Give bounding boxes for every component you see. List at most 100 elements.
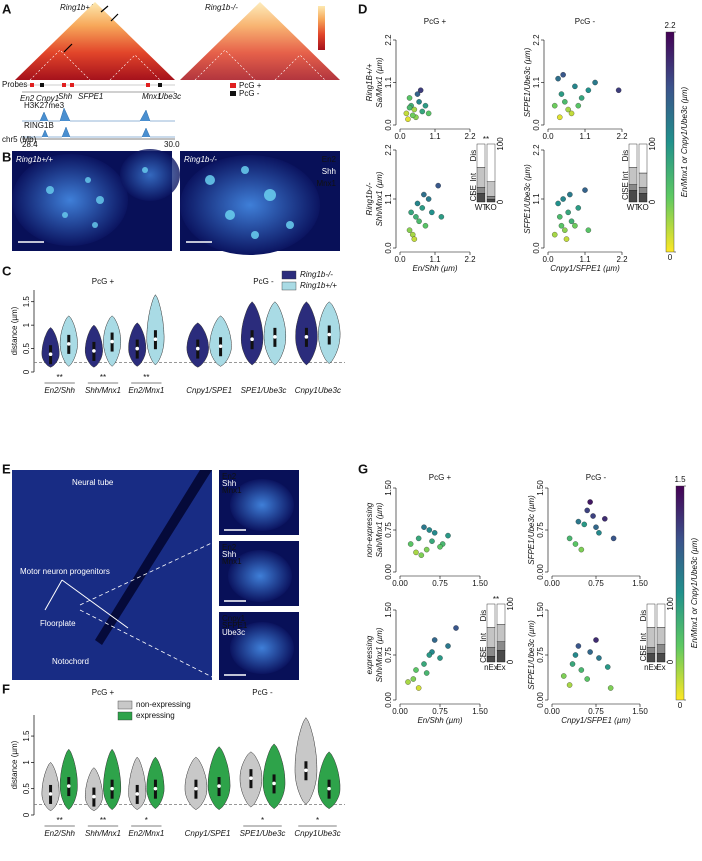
gene-label: Shh xyxy=(58,92,73,101)
point xyxy=(572,652,579,658)
group-title: PcG + xyxy=(92,277,115,286)
inset-category-label: Int xyxy=(639,632,648,642)
significance: ** xyxy=(57,373,63,382)
point xyxy=(406,95,413,101)
point xyxy=(405,679,411,685)
chromocenters xyxy=(46,167,148,228)
y-tick-label: 0.0 xyxy=(384,242,393,254)
point xyxy=(563,236,570,242)
legend-swatch xyxy=(230,91,236,96)
point xyxy=(453,625,459,631)
point xyxy=(558,222,565,229)
inset-group-label: nEx xyxy=(644,663,658,672)
point xyxy=(562,227,568,233)
point xyxy=(423,546,430,553)
panel-b: Ring1b+/+ Ring1b-/- En2 Shh Mnx1 xyxy=(12,149,340,255)
inset-group-label: KO xyxy=(637,203,649,212)
median xyxy=(153,337,158,342)
x-tick-label: Shh/Mnx1 xyxy=(85,829,121,838)
significance: * xyxy=(145,816,148,825)
inset-category-label: Int xyxy=(479,632,488,642)
column-title: PcG + xyxy=(429,473,452,482)
x-tick-label: 0.00 xyxy=(392,707,408,716)
colorbar-tick-label: 0 xyxy=(668,253,673,262)
point xyxy=(419,108,426,115)
y-tick-label: 2.2 xyxy=(532,34,541,46)
point xyxy=(566,682,573,688)
median xyxy=(135,346,140,351)
stacked-bar xyxy=(486,143,496,182)
point xyxy=(557,214,563,220)
median xyxy=(153,786,158,791)
point xyxy=(596,530,602,536)
inset-category-label: Cl xyxy=(469,194,478,202)
point xyxy=(560,673,567,679)
inset-category-label: SE xyxy=(621,182,630,193)
point xyxy=(429,209,435,216)
x-tick-label: 0.75 xyxy=(588,707,604,716)
point xyxy=(416,99,422,105)
point xyxy=(572,83,578,90)
median xyxy=(92,349,96,353)
point xyxy=(426,527,433,533)
column-title: PcG + xyxy=(424,17,447,26)
x-tick-label: En2/Shh xyxy=(44,829,75,838)
legend-label: Ring1b+/+ xyxy=(300,281,337,290)
median xyxy=(92,794,96,799)
row-label: expressing xyxy=(365,635,374,674)
x-tick-label: 1.50 xyxy=(632,579,648,588)
significance: ** xyxy=(143,373,149,382)
pointer xyxy=(61,579,129,629)
median xyxy=(66,784,71,788)
x-axis-label: Cnpy1/SFPE1 (µm) xyxy=(550,264,620,273)
region-label: Notochord xyxy=(52,657,89,666)
stacked-bar xyxy=(496,641,506,651)
panel-label: A xyxy=(2,1,12,16)
point xyxy=(421,661,427,667)
y-tick-label: 2.2 xyxy=(384,34,393,46)
y-tick-label: 0.00 xyxy=(536,692,545,708)
point xyxy=(408,209,414,216)
median xyxy=(218,344,223,349)
point xyxy=(551,102,558,109)
legend-swatch xyxy=(117,711,133,721)
channel-label: En2 xyxy=(222,543,237,552)
point xyxy=(575,205,582,211)
x-tick-label: 1.1 xyxy=(429,132,441,141)
condition-label: Ring1b+/+ xyxy=(16,155,53,164)
x-tick-label: Cnpy1Ube3c xyxy=(294,829,340,838)
point xyxy=(431,637,438,643)
point xyxy=(584,507,590,514)
stacked-bar xyxy=(656,627,666,645)
inset-category-label: Cl xyxy=(479,655,488,663)
point xyxy=(406,227,413,233)
median xyxy=(327,786,331,791)
point xyxy=(569,661,576,667)
x-tick-label: 1.1 xyxy=(579,255,591,264)
nucleus xyxy=(120,149,180,201)
legend-swatch xyxy=(281,281,297,291)
median xyxy=(66,342,71,346)
x-axis-label: En/Shh (µm) xyxy=(412,264,457,273)
inset-category-label: SE xyxy=(639,645,648,656)
x-axis-label: En/Shh (µm) xyxy=(417,716,462,725)
median xyxy=(217,784,221,788)
colorbar-tick-label: 0 xyxy=(678,701,683,710)
inset-group-label: Ex xyxy=(496,663,505,672)
stacked-bar xyxy=(486,603,496,628)
row-label: Ring1B+/+ xyxy=(365,63,374,101)
y-tick-label: 0.5 xyxy=(22,783,31,795)
point xyxy=(587,499,593,505)
legend-swatch xyxy=(281,270,297,280)
point xyxy=(414,91,421,97)
y-axis-label: SFPE1/Ube3c (µm) xyxy=(527,495,536,565)
y-tick-label: 0.75 xyxy=(536,522,545,538)
stacked-bar xyxy=(656,644,666,654)
stacked-bar xyxy=(476,187,486,194)
x-tick-label: 1.50 xyxy=(472,707,488,716)
stacked-bar xyxy=(496,650,506,663)
point xyxy=(575,643,582,649)
y-axis-label: SFPE1/Ube3c (µm) xyxy=(523,164,532,234)
y-tick-label: 1.1 xyxy=(532,193,541,205)
y-tick-label: 1.50 xyxy=(536,602,545,618)
